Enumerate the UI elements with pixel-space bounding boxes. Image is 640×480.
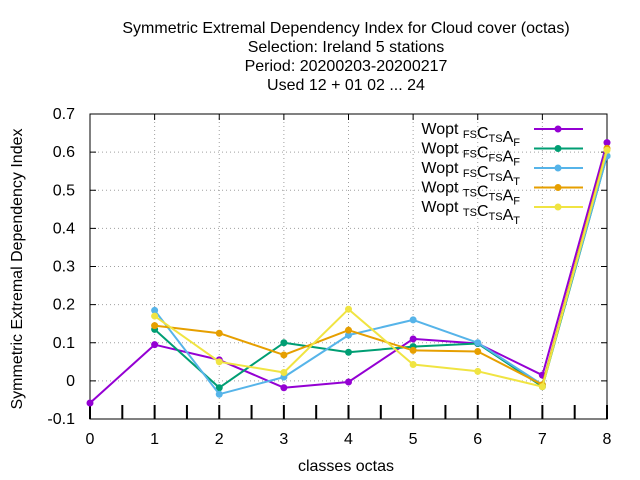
legend-swatch-point (554, 145, 562, 152)
x-tick-label: 0 (86, 431, 95, 448)
x-tick-label: 1 (150, 431, 159, 448)
data-point (345, 331, 352, 339)
legend-label: Wopt TSCTSAF (421, 180, 520, 208)
series-line (154, 148, 608, 386)
y-tick-label: -0.1 (47, 411, 75, 428)
data-point (215, 384, 223, 392)
x-tick-label: 4 (344, 431, 353, 448)
y-tick-label: 0.4 (53, 220, 75, 237)
data-point (215, 329, 223, 337)
data-point (538, 383, 546, 391)
legend-label: Wopt FSCTSAF (421, 121, 520, 149)
data-point (280, 339, 288, 347)
legend-swatch-point (554, 203, 562, 211)
data-point (345, 378, 352, 386)
legend-swatch-point (554, 164, 562, 172)
series-line (154, 149, 608, 388)
data-point (86, 399, 94, 407)
data-point (151, 322, 159, 330)
data-point (474, 348, 482, 356)
data-point (603, 139, 611, 147)
data-point (215, 390, 223, 398)
y-tick-label: 0.3 (53, 259, 75, 276)
data-point (345, 326, 352, 334)
y-tick-label: 0.5 (53, 182, 75, 199)
y-tick-label: 0.1 (53, 335, 75, 352)
series (86, 139, 611, 407)
series-5 (151, 146, 611, 391)
data-point (345, 305, 352, 313)
data-point (151, 312, 159, 320)
data-point (151, 341, 159, 349)
legend-entry-5: Wopt TSCTSAT (421, 199, 583, 227)
series-line (89, 142, 608, 404)
chart-title: Symmetric Extremal Dependency Index for … (122, 20, 569, 94)
x-tick-label: 5 (409, 431, 418, 448)
y-tick-label: 0 (66, 373, 75, 390)
data-point (345, 348, 352, 356)
x-tick-label: 7 (538, 431, 547, 448)
legend-swatch-point (554, 184, 562, 191)
x-tick-label: 3 (279, 431, 288, 448)
x-axis-ticks: 0 1 2 3 4 5 6 7 8 (86, 114, 612, 448)
y-tick-label: 0.2 (53, 297, 75, 314)
legend-entry-1: Wopt FSCTSAF (421, 121, 583, 149)
legend-label: Wopt FSCFSAF (421, 141, 520, 169)
chart-title-line-3: Period: 20200203-20200217 (245, 58, 448, 75)
chart-title-line-4: Used 12 + 01 02 ... 24 (267, 77, 425, 94)
data-point (409, 346, 417, 354)
x-tick-label: 8 (603, 431, 612, 448)
chart-title-line-2: Selection: Ireland 5 stations (248, 39, 445, 56)
grid (90, 114, 607, 419)
data-point (151, 306, 159, 314)
legend-swatch-point (554, 125, 562, 133)
data-point (474, 339, 482, 347)
chart-title-line-1: Symmetric Extremal Dependency Index for … (122, 20, 569, 37)
legend-label: Wopt FSCTSAT (421, 160, 520, 188)
series-line (153, 155, 608, 396)
data-point (474, 367, 482, 375)
y-axis-label: Symmetric Extremal Dependency Index (9, 129, 26, 410)
legend-entry-3: Wopt FSCTSAT (421, 160, 583, 188)
x-tick-label: 2 (215, 431, 224, 448)
legend-entry-2: Wopt FSCFSAF (421, 141, 583, 169)
series-4 (151, 144, 611, 389)
data-point (280, 384, 288, 392)
y-tick-label: 0.7 (53, 106, 75, 123)
data-point (215, 358, 223, 366)
data-point (280, 368, 288, 376)
data-point (409, 316, 417, 324)
data-point (603, 146, 611, 154)
x-tick-label: 6 (473, 431, 482, 448)
legend-entry-4: Wopt TSCTSAF (421, 180, 583, 208)
y-tick-label: 0.6 (53, 144, 75, 161)
data-point (409, 360, 417, 368)
x-axis-label: classes octas (298, 458, 394, 475)
y-axis-ticks: -0.1 0 0.1 0.2 0.3 0.4 0.5 0.6 0.7 (47, 106, 607, 428)
legend-label: Wopt TSCTSAT (421, 199, 520, 227)
data-point (409, 335, 417, 343)
data-point (280, 351, 288, 359)
